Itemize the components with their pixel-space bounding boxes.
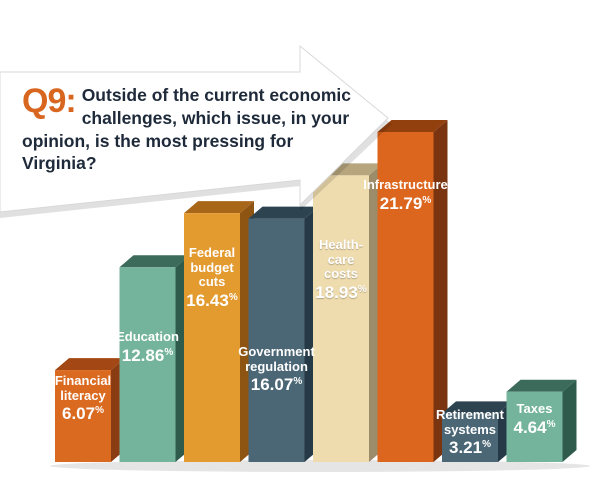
bar-value-number: 6.07	[62, 404, 96, 424]
bar-value-label: 21.79%	[351, 194, 461, 213]
bar-value-label: 6.07%	[40, 404, 126, 423]
bar-label-4: Government regulation 16.07%	[222, 344, 332, 394]
bar-top-6	[377, 120, 448, 132]
bar-front-4	[248, 218, 305, 462]
chart-shadow	[50, 460, 590, 472]
bar-label-3: Federal budget cuts 16.43%	[169, 245, 255, 310]
bar-front-1	[55, 370, 111, 462]
bar-8	[506, 379, 577, 462]
bar-value-label: 3.21%	[427, 438, 513, 457]
bar-value-number: 3.21	[449, 438, 483, 458]
bar-front-3	[184, 213, 240, 462]
bar-value-number: 16.07	[250, 375, 294, 395]
bar-top-8	[506, 379, 577, 392]
bar-value-label: 16.07%	[222, 375, 332, 394]
bar-label-1: Financial literacy 6.07%	[40, 373, 126, 423]
bar-category-line: systems	[443, 421, 497, 437]
bar-front-8	[506, 391, 563, 462]
bar-value-label: 12.86%	[105, 346, 191, 365]
bar-value-number: 16.43	[186, 290, 229, 310]
bar-value-label: 16.43%	[169, 291, 255, 310]
percent-sign: %	[228, 291, 238, 303]
bar-6	[377, 120, 448, 462]
percent-sign: %	[482, 439, 491, 451]
bar-category-line: cuts	[198, 274, 226, 290]
bar-category-line: Infrastructure	[363, 177, 448, 192]
bar-category-line: Federal	[188, 245, 236, 260]
bar-category-line: Government	[238, 344, 315, 359]
bar-top-3	[184, 201, 254, 214]
bar-category-line: Financial	[54, 373, 112, 388]
bar-side-6	[433, 120, 448, 462]
bar-top-2	[119, 255, 190, 268]
percent-sign: %	[164, 346, 174, 358]
bar-front-5	[313, 175, 369, 462]
bar-value-number: 21.79	[379, 193, 423, 213]
bar-label-6: Infrastructure 21.79%	[351, 177, 461, 213]
bar-5	[313, 163, 383, 462]
bar-value-label: 4.64%	[492, 418, 578, 437]
bar-top-1	[55, 358, 125, 371]
question-text: Outside of the current economic challeng…	[22, 85, 352, 174]
bar-category-line: costs	[324, 266, 358, 282]
percent-sign: %	[422, 194, 432, 206]
bar-category-line: Retirement	[436, 407, 504, 422]
bar-value-number: 4.64	[513, 417, 547, 437]
bar-category-line: Health-	[318, 237, 364, 252]
bar-top-4	[248, 206, 319, 219]
bar-category-line: Taxes	[516, 401, 553, 416]
bar-label-7: Retirement systems 3.21%	[427, 407, 513, 457]
bar-value-number: 12.86	[121, 345, 165, 365]
bar-side-8	[562, 379, 577, 462]
bar-value-number: 18.93	[315, 282, 358, 302]
bar-label-5: Health-care costs 18.93%	[298, 237, 384, 302]
bar-3	[184, 201, 254, 462]
bar-label-2: Education 12.86%	[105, 329, 191, 365]
bar-front-7	[442, 413, 498, 462]
bar-front-2	[119, 267, 176, 462]
percent-sign: %	[293, 376, 303, 388]
percent-sign: %	[95, 405, 104, 417]
question-callout: Q9: Outside of the current economic chal…	[22, 84, 362, 175]
bar-category-line: care	[327, 251, 355, 267]
callout-arrow	[0, 44, 389, 213]
bar-front-6	[377, 132, 434, 462]
question-number: Q9:	[22, 82, 77, 120]
bar-category-line: Education	[116, 329, 179, 344]
bar-value-label: 18.93%	[298, 283, 384, 302]
bar-category-line: literacy	[60, 387, 106, 403]
bar-label-8: Taxes 4.64%	[492, 401, 578, 437]
percent-sign: %	[546, 418, 556, 430]
bar-top-7	[442, 401, 512, 414]
percent-sign: %	[357, 283, 367, 295]
bar-2	[119, 255, 190, 462]
bar-category-line: regulation	[245, 358, 308, 374]
bar-category-line: budget	[190, 259, 234, 275]
